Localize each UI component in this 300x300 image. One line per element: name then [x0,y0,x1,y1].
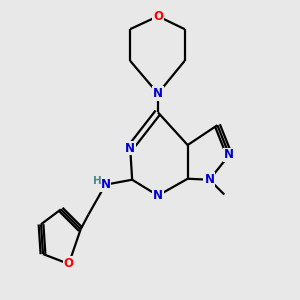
Text: N: N [204,173,214,186]
Text: N: N [153,87,163,100]
Text: O: O [64,257,74,270]
Text: N: N [125,142,135,154]
Text: N: N [153,189,163,202]
Text: H: H [93,176,101,186]
Text: N: N [224,148,234,161]
Text: N: N [100,178,110,191]
Text: O: O [153,10,163,23]
